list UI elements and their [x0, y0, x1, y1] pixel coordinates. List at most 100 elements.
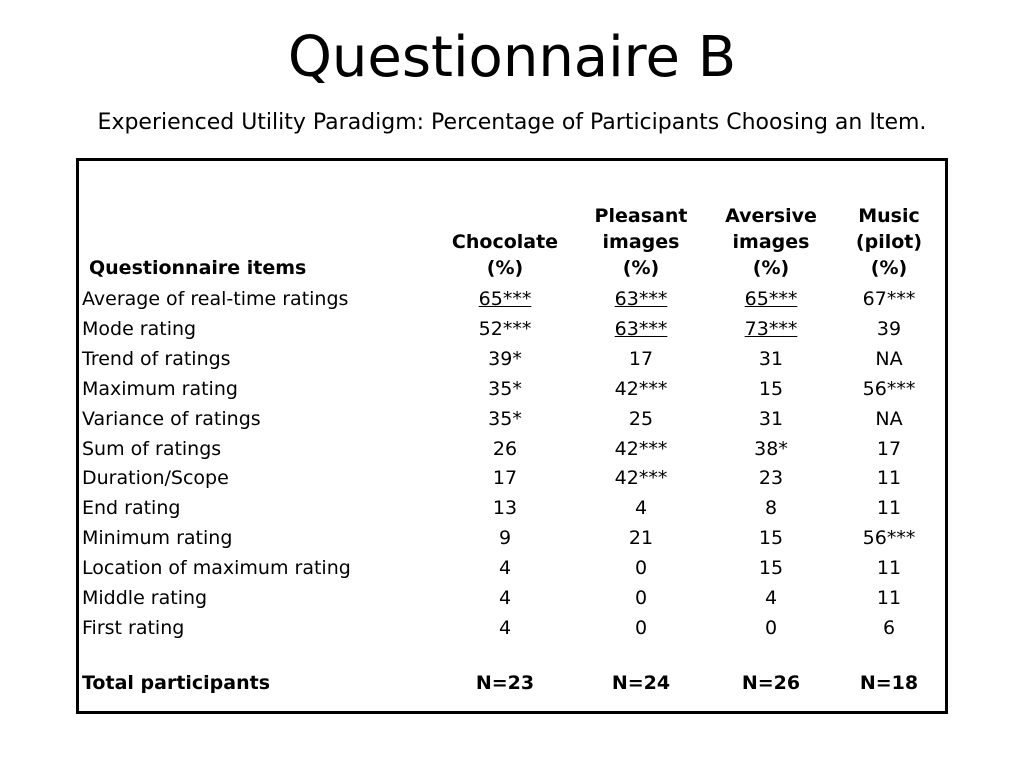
cell-chocolate: 9	[437, 524, 573, 554]
cell-aversive: 65***	[709, 285, 833, 315]
cell-chocolate: 65***	[437, 285, 573, 315]
cell-music: 56***	[833, 524, 945, 554]
header-music-line: Music	[858, 205, 920, 227]
cell-music: 17	[833, 435, 945, 465]
cell-value: 4	[498, 557, 512, 580]
total-aversive: N=26	[741, 671, 801, 694]
table-row: Duration/Scope 17 42*** 23 11	[79, 464, 945, 494]
cell-value: 35*	[488, 407, 522, 430]
header-aversive-line: images	[732, 231, 810, 253]
cell-music: 39	[833, 315, 945, 345]
cell-value: 25	[628, 407, 654, 430]
results-table-frame: Questionnaire items Chocolate (%) Pleasa…	[76, 158, 948, 714]
header-pleasant-line: Pleasant	[594, 205, 688, 227]
cell-value: 4	[498, 616, 512, 639]
total-pleasant: N=24	[611, 671, 671, 694]
cell-value: 4	[498, 587, 512, 610]
cell-pleasant: 63***	[573, 285, 709, 315]
header-pleasant-images: Pleasant images (%)	[573, 161, 709, 285]
row-item-label: Sum of ratings	[82, 437, 222, 460]
header-music-line: (%)	[870, 257, 908, 279]
cell-value: 15	[758, 527, 784, 550]
row-item-label: Average of real-time ratings	[82, 288, 349, 310]
cell-pleasant: 42***	[573, 435, 709, 465]
cell-value: 39	[876, 317, 902, 340]
header-aversive-line: Aversive	[725, 205, 817, 227]
cell-value: 65***	[478, 288, 532, 310]
row-item-label: Maximum rating	[82, 377, 238, 400]
cell-aversive: 23	[709, 464, 833, 494]
cell-chocolate: 13	[437, 494, 573, 524]
header-pleasant-line: (%)	[622, 257, 660, 279]
cell-pleasant: 42***	[573, 375, 709, 405]
cell-value: 0	[634, 557, 648, 580]
cell-chocolate: 17	[437, 464, 573, 494]
cell-pleasant: 4	[573, 494, 709, 524]
cell-value: 4	[634, 497, 648, 520]
cell-chocolate: 26	[437, 435, 573, 465]
cell-aversive: 0	[709, 614, 833, 644]
header-music-pilot: Music (pilot) (%)	[833, 161, 945, 285]
header-chocolate-line: (%)	[486, 257, 524, 279]
cell-value: 23	[758, 467, 784, 490]
cell-value: 17	[628, 347, 654, 370]
cell-pleasant: 0	[573, 584, 709, 614]
cell-pleasant: 63***	[573, 315, 709, 345]
cell-value: 0	[634, 616, 648, 639]
table-row: Location of maximum rating 4 0 15 11	[79, 554, 945, 584]
table-body: Average of real-time ratings 65*** 63***…	[79, 285, 945, 698]
cell-value: 39*	[488, 347, 522, 370]
cell-value: 15	[758, 377, 784, 400]
cell-pleasant: 42***	[573, 464, 709, 494]
cell-aversive: 4	[709, 584, 833, 614]
cell-value: 11	[876, 587, 902, 610]
cell-value: 11	[876, 497, 902, 520]
cell-value: 42***	[614, 377, 668, 400]
row-item-label: Duration/Scope	[82, 467, 229, 490]
table-row: Average of real-time ratings 65*** 63***…	[79, 285, 945, 315]
total-row: Total participants N=23 N=24 N=26 N=18	[79, 668, 945, 698]
total-chocolate: N=23	[475, 671, 535, 694]
header-aversive-images: Aversive images (%)	[709, 161, 833, 285]
total-music: N=18	[859, 671, 919, 694]
cell-chocolate: 39*	[437, 345, 573, 375]
row-item-label: Location of maximum rating	[82, 557, 351, 580]
table-row: Maximum rating 35* 42*** 15 56***	[79, 375, 945, 405]
cell-pleasant: 25	[573, 405, 709, 435]
header-aversive-line: (%)	[752, 257, 790, 279]
table-row: Sum of ratings 26 42*** 38* 17	[79, 435, 945, 465]
header-chocolate-line: Chocolate	[451, 231, 559, 253]
cell-value: 42***	[614, 437, 668, 460]
cell-chocolate: 4	[437, 614, 573, 644]
table-row: Mode rating 52*** 63*** 73*** 39	[79, 315, 945, 345]
table-row: Minimum rating 9 21 15 56***	[79, 524, 945, 554]
cell-value: 38*	[754, 437, 788, 460]
cell-value: NA	[875, 407, 903, 430]
cell-value: NA	[875, 347, 903, 370]
spacer-cell	[79, 644, 945, 668]
cell-value: 0	[634, 587, 648, 610]
cell-pleasant: 0	[573, 554, 709, 584]
cell-aversive: 73***	[709, 315, 833, 345]
cell-value: 15	[758, 557, 784, 580]
cell-aversive: 31	[709, 405, 833, 435]
cell-value: 26	[492, 437, 518, 460]
cell-music: NA	[833, 405, 945, 435]
cell-value: 31	[758, 347, 784, 370]
cell-value: 56***	[862, 377, 916, 400]
cell-value: 31	[758, 407, 784, 430]
cell-value: 52***	[478, 317, 532, 340]
table-spacer-row	[79, 644, 945, 668]
row-item-label: Variance of ratings	[82, 407, 261, 430]
table-row: Trend of ratings 39* 17 31 NA	[79, 345, 945, 375]
cell-value: 4	[764, 587, 778, 610]
cell-value: 9	[498, 527, 512, 550]
cell-aversive: 15	[709, 524, 833, 554]
header-chocolate: Chocolate (%)	[437, 161, 573, 285]
header-pleasant-line: images	[602, 231, 680, 253]
page-subtitle: Experienced Utility Paradigm: Percentage…	[97, 110, 927, 135]
cell-chocolate: 35*	[437, 375, 573, 405]
cell-value: 8	[764, 497, 778, 520]
cell-pleasant: 21	[573, 524, 709, 554]
cell-chocolate: 4	[437, 554, 573, 584]
